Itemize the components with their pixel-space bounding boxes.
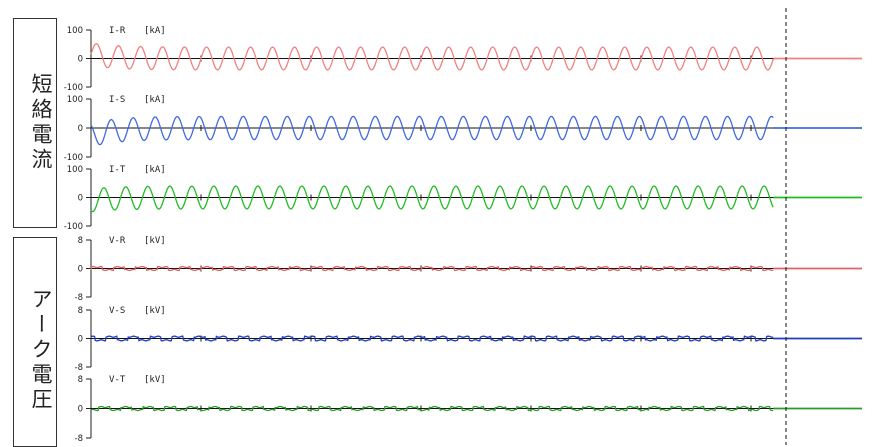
channel-unit-vt: [kV] bbox=[144, 375, 166, 385]
tick-label-is: -100 bbox=[64, 153, 83, 163]
tick-label-vr: 8 bbox=[78, 236, 83, 246]
tick-label-vr: -8 bbox=[75, 293, 83, 303]
series-line-ir bbox=[90, 43, 774, 71]
tick-label-it: 100 bbox=[67, 165, 83, 175]
tick-label-is: 0 bbox=[78, 124, 83, 134]
series-line-it bbox=[90, 185, 774, 213]
tick-label-is: 100 bbox=[67, 95, 83, 105]
channel-unit-vs: [kV] bbox=[144, 306, 166, 316]
channel-label-is: I-S bbox=[109, 95, 125, 105]
tick-label-vs: -8 bbox=[75, 363, 83, 373]
voltage-group-label: アーク電圧 bbox=[29, 288, 53, 413]
tick-label-vr: 0 bbox=[78, 265, 83, 275]
tick-label-ir: 100 bbox=[67, 26, 83, 36]
tick-label-vt: -8 bbox=[75, 434, 83, 444]
tick-label-vs: 0 bbox=[78, 335, 83, 345]
tick-label-vs: 8 bbox=[78, 306, 83, 316]
series-line-vs bbox=[90, 335, 774, 342]
tick-label-vt: 0 bbox=[78, 405, 83, 415]
channel-label-vt: V-T bbox=[109, 375, 126, 385]
channel-unit-ir: [kA] bbox=[144, 26, 166, 36]
current-group-box: 短絡電流 bbox=[13, 18, 57, 228]
series-line-vt bbox=[90, 405, 774, 412]
channel-label-it: I-T bbox=[109, 165, 126, 175]
tick-label-ir: -100 bbox=[64, 83, 83, 93]
tick-label-it: 0 bbox=[78, 194, 83, 204]
tick-label-vt: 8 bbox=[78, 375, 83, 385]
tick-label-ir: 0 bbox=[78, 55, 83, 65]
tick-label-it: -100 bbox=[64, 222, 83, 232]
channel-unit-vr: [kV] bbox=[144, 236, 166, 246]
channel-unit-is: [kA] bbox=[144, 95, 166, 105]
channel-label-vr: V-R bbox=[109, 236, 126, 246]
channel-unit-it: [kA] bbox=[144, 165, 166, 175]
channel-label-ir: I-R bbox=[109, 26, 126, 36]
channel-label-vs: V-S bbox=[109, 306, 125, 316]
series-line-vr bbox=[90, 265, 774, 272]
series-line-is bbox=[90, 115, 774, 146]
current-group-label: 短絡電流 bbox=[29, 73, 53, 173]
